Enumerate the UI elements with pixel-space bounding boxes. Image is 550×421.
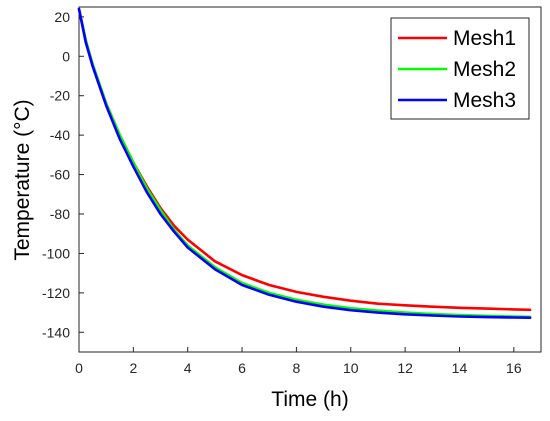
series-lines xyxy=(77,7,532,320)
x-tick-label: 12 xyxy=(397,360,413,376)
legend: Mesh1 Mesh2 Mesh3 xyxy=(390,17,530,120)
x-tick-label: 14 xyxy=(452,360,468,376)
x-tick-label: 8 xyxy=(293,360,301,376)
y-axis-label: Temperature (°C) xyxy=(11,99,34,260)
x-tick-label: 16 xyxy=(506,360,522,376)
x-tick-label: 6 xyxy=(238,360,246,376)
y-tick-label: -140 xyxy=(42,324,70,340)
y-tick-label: -80 xyxy=(50,206,70,222)
series-line-mesh3 xyxy=(77,7,532,320)
y-tick-label: 0 xyxy=(62,48,70,64)
legend-label-mesh3: Mesh3 xyxy=(453,89,516,112)
x-tick-label: 2 xyxy=(129,360,137,376)
x-tick-label: 0 xyxy=(75,360,83,376)
legend-label-mesh2: Mesh2 xyxy=(453,58,516,81)
x-axis: 0 2 4 6 8 10 12 14 16 xyxy=(75,347,522,376)
y-tick-label: 20 xyxy=(54,9,70,25)
y-tick-label: -120 xyxy=(42,285,70,301)
x-tick-label: 10 xyxy=(343,360,359,376)
y-tick-label: -20 xyxy=(50,88,70,104)
x-tick-label: 4 xyxy=(184,360,192,376)
y-axis: -140 -120 -100 -80 -60 -40 -20 0 20 xyxy=(42,9,84,340)
legend-label-mesh1: Mesh1 xyxy=(453,27,516,50)
y-tick-label: -40 xyxy=(50,127,70,143)
y-tick-label: -60 xyxy=(50,167,70,183)
y-tick-label: -100 xyxy=(42,245,70,261)
legend-box xyxy=(390,17,530,120)
x-axis-label: Time (h) xyxy=(271,388,348,411)
